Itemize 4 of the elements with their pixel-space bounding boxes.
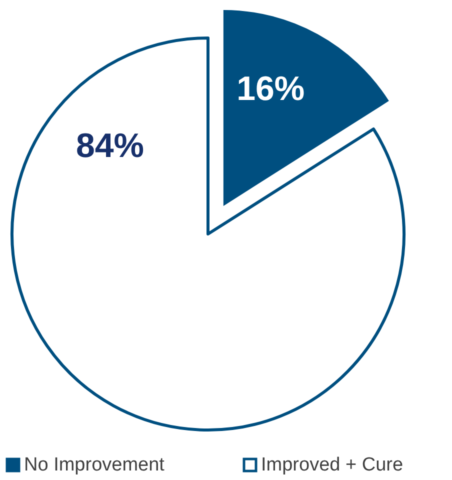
data-label: 84%: [76, 127, 144, 165]
legend-label: No Improvement: [24, 454, 166, 476]
data-label: 16%: [236, 70, 305, 108]
slice-label: Improved + Cure: [261, 454, 404, 476]
